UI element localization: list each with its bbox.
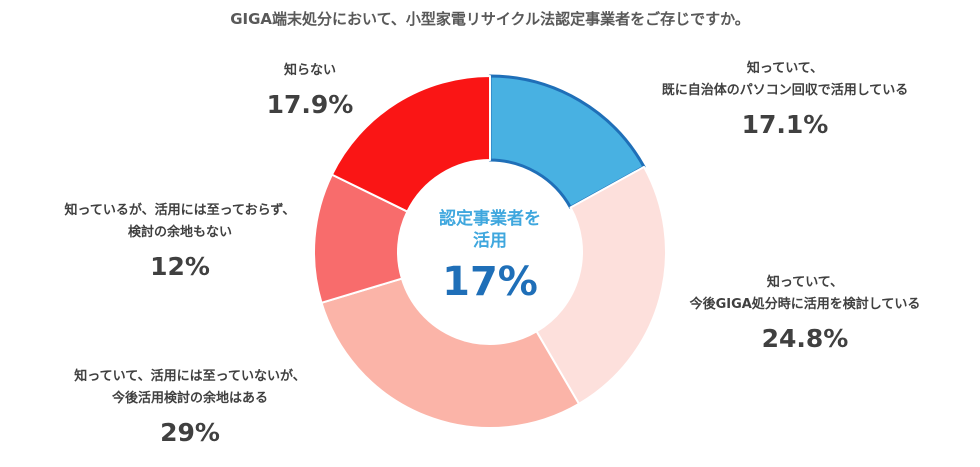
center-value: 17% [442,259,538,305]
center-text-line1: 認定事業者を [439,209,541,229]
chart-title: GIGA端末処分において、小型家電リサイクル法認定事業者をご存じですか。 [230,10,750,28]
label-already-using-line2: 既に自治体のパソコン回収で活用している [661,83,909,98]
label-unaware-line1: 知らない [283,63,336,78]
label-room-to-consider-line2: 今後活用検討の余地はある [111,391,268,406]
center-label: 認定事業者を 活用 17% [400,208,580,306]
slice-considering [535,165,667,405]
label-unaware: 知らない 17.9% [240,60,380,122]
label-no-room-line2: 検討の余地もない [127,225,232,240]
label-considering-line1: 知っていて、 [766,275,844,290]
label-no-room: 知っているが、活用には至っておらず、 検討の余地もない 12% [30,200,330,284]
label-room-to-consider-line1: 知っていて、活用には至っていないが、 [74,369,306,384]
label-considering-line2: 今後GIGA処分時に活用を検討している [689,297,921,312]
value-already-using: 17.1% [741,110,829,139]
label-no-room-line1: 知っているが、活用には至っておらず、 [64,203,296,218]
slice-unaware [330,75,491,213]
value-room-to-consider: 29% [160,418,220,447]
center-text-line2: 活用 [473,231,507,251]
label-already-using-line1: 知っていて、 [746,61,824,76]
value-unaware: 17.9% [266,90,354,119]
label-considering: 知っていて、 今後GIGA処分時に活用を検討している 24.8% [655,272,955,356]
label-already-using: 知っていて、 既に自治体のパソコン回収で活用している 17.1% [640,58,930,142]
label-room-to-consider: 知っていて、活用には至っていないが、 今後活用検討の余地はある 29% [40,366,340,450]
value-considering: 24.8% [761,324,849,353]
slice-room-to-consider [320,277,580,429]
value-no-room: 12% [150,252,210,281]
